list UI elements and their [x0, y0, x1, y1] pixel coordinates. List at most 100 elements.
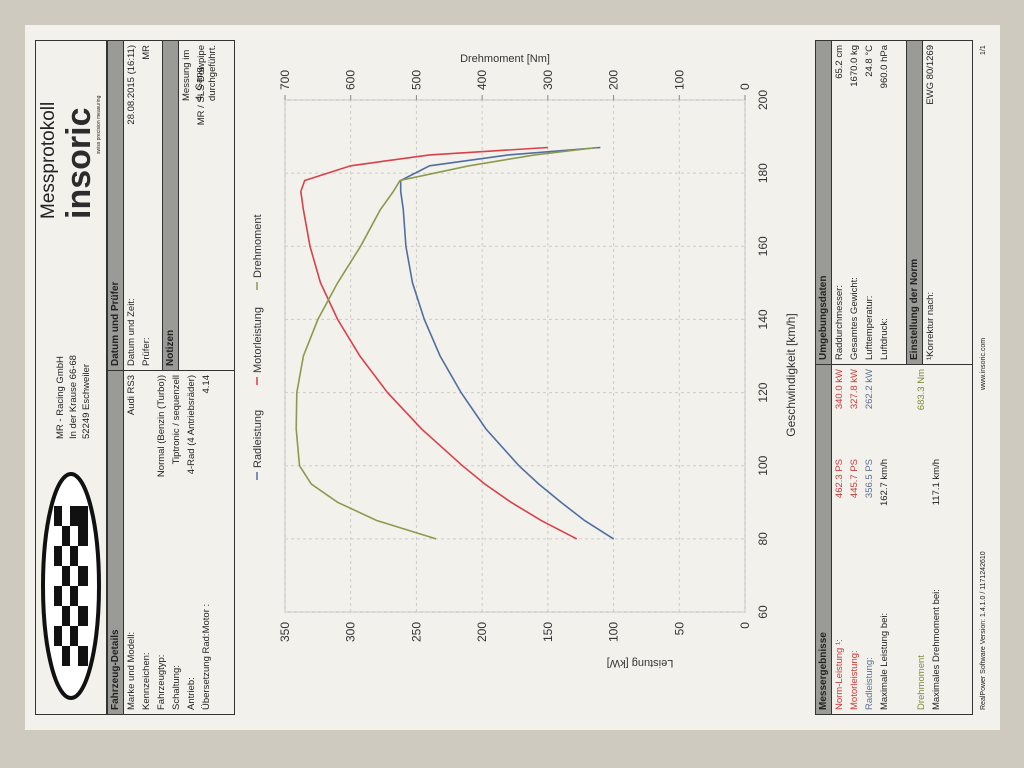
table-row: Schaltung: Tiptronic / sequenzell [169, 371, 184, 714]
value: 445.7 PS [849, 459, 860, 499]
value: Tiptronic / sequenzell [171, 375, 182, 465]
x-tick-label: 180 [756, 163, 770, 183]
table-row: ¹Korrektur nach: EWG 80/1269 [923, 41, 938, 364]
table-row: Datum und Zeit: 28.08.2015 (16:11) [124, 41, 139, 370]
x-tick-label: 200 [756, 90, 770, 110]
value: 462.3 PS [834, 459, 845, 499]
table-row: Kennzeichen: [139, 371, 154, 714]
section-title: Einstellung der Norm [906, 41, 923, 364]
x-tick-label: 140 [756, 309, 770, 329]
label: Maximales Drehmoment bei: [931, 589, 942, 710]
value: 356.5 PS [864, 459, 875, 499]
address-line: In der Krause 66-68 [68, 355, 79, 439]
series-line [299, 146, 578, 540]
address-line: MR - Racing GmbH [55, 356, 66, 439]
value: 327.8 kW [849, 369, 860, 410]
table-row: Übersetzung Rad:Motor : 4.14 [199, 371, 214, 714]
y2-axis-label: Drehmoment [Nm] [460, 53, 550, 65]
label: Raddurchmesser: [834, 285, 845, 360]
value: 65.2 cm [834, 45, 845, 79]
value: EWG 80/1269 [925, 45, 936, 105]
x-axis-label: Geschwindigkeit [km/h] [784, 313, 798, 436]
value: 117.1 km/h [931, 459, 942, 506]
label: Marke und Modell: [126, 631, 137, 710]
value: 24.8 °C [864, 45, 875, 77]
label: Antrieb: [186, 677, 197, 710]
series-line [295, 146, 598, 540]
address-line: 52249 Eschweiler [81, 364, 92, 439]
x-tick-label: 80 [756, 532, 770, 546]
value: 28.08.2015 (16:11) [126, 45, 137, 125]
section-title: Datum und Prüfer [108, 41, 124, 370]
label: Norm-Leistung ¹: [834, 639, 845, 710]
brand: insoric [60, 107, 98, 219]
results-table: Messergebnisse Norm-Leistung ¹: 462.3 PS 3… [815, 364, 973, 715]
x-tick-label: 60 [756, 605, 770, 619]
label: ¹Korrektur nach: [925, 291, 936, 360]
label: Datum und Zeit: [126, 298, 137, 366]
legend-label: Motorleistung [252, 307, 264, 373]
section-title: Umgebungsdaten [816, 41, 832, 364]
table-row: Prüfer: MR [139, 41, 154, 370]
value: 1670.0 kg [849, 45, 860, 87]
date-table: Datum und Prüfer Datum und Zeit: 28.08.20… [107, 40, 235, 371]
y2-tick-label: 600 [344, 70, 358, 90]
y-tick-label: 100 [607, 622, 621, 642]
note: MR / SLS Dowpipe [196, 45, 207, 126]
value: Audi RS3 [126, 375, 137, 416]
paper: MR - Racing GmbH In der Krause 66-68 522… [25, 25, 1000, 730]
chart: Geschwindigkeit [km/h] Leistung [kW] Dre… [252, 53, 798, 669]
label: Schaltung: [171, 665, 182, 710]
value: 340.0 kW [834, 369, 845, 410]
section-title: Messergebnisse [816, 365, 832, 714]
table-row: Lufttemperatur: 24.8 °C [862, 41, 877, 364]
url[interactable]: www.insoric.com [980, 337, 987, 390]
label: Fahrzeugtyp: [156, 654, 167, 710]
table-row: Marke und Modell: Audi RS3 [124, 371, 139, 714]
value: 4.14 [201, 375, 212, 394]
label: Radleistung: [864, 657, 875, 710]
logo [41, 472, 101, 700]
value: MR [141, 45, 152, 60]
label: Prüfer: [141, 337, 152, 366]
legend-label: Drehmoment [252, 214, 264, 278]
value: 162.7 km/h [879, 459, 890, 506]
y2-tick-label: 200 [607, 70, 621, 90]
vehicle-table: Fahrzeug-Details Marke und Modell: Audi R… [107, 370, 235, 715]
x-tick-label: 120 [756, 382, 770, 402]
x-tick-label: 100 [756, 455, 770, 475]
label: Motorleistung: [849, 650, 860, 710]
y-tick-label: 250 [409, 622, 423, 642]
plot-area [284, 99, 746, 613]
table-row: Raddurchmesser: 65.2 cm [832, 41, 847, 364]
tagline: swiss precision measuring [96, 95, 102, 154]
table-row: Fahrzeugtyp: Normal (Benzin (Turbo)) [154, 371, 169, 714]
table-row: Gesamtes Gewicht: 1670.0 kg [847, 41, 862, 364]
value: 960.0 hPa [879, 45, 890, 89]
address: MR - Racing GmbH In der Krause 66-68 522… [54, 355, 93, 439]
doc-title: Messprotokoll [38, 101, 59, 219]
value: 4-Rad (4 Antriebsräder) [186, 375, 197, 475]
y2-tick-label: 300 [541, 70, 555, 90]
legend-label: Radleistung [252, 410, 264, 468]
table-row: Antrieb: 4-Rad (4 Antriebsräder) [184, 371, 199, 714]
y2-tick-label: 400 [475, 70, 489, 90]
note: Messung im 4. Gang durchgeführt. [181, 45, 218, 101]
y-tick-label: 350 [278, 622, 292, 642]
y2-tick-label: 700 [278, 70, 292, 90]
y2-tick-label: 0 [738, 83, 752, 90]
label: Maximale Leistung bei: [879, 612, 890, 710]
environment-table: Umgebungsdaten Raddurchmesser: 65.2 cm Ges… [815, 40, 973, 365]
x-tick-label: 160 [756, 236, 770, 256]
table-row: Luftdruck: 960.0 hPa [877, 41, 892, 364]
value: 262.2 kW [864, 369, 875, 410]
label: Gesamtes Gewicht: [849, 277, 860, 360]
label: Luftdruck: [879, 318, 890, 360]
value: 683.3 Nm [916, 369, 927, 411]
value: Normal (Benzin (Turbo)) [156, 375, 167, 478]
y-tick-label: 200 [475, 622, 489, 642]
y2-tick-label: 500 [409, 70, 423, 90]
label: Kennzeichen: [141, 652, 152, 710]
label: Übersetzung Rad:Motor : [201, 603, 212, 710]
